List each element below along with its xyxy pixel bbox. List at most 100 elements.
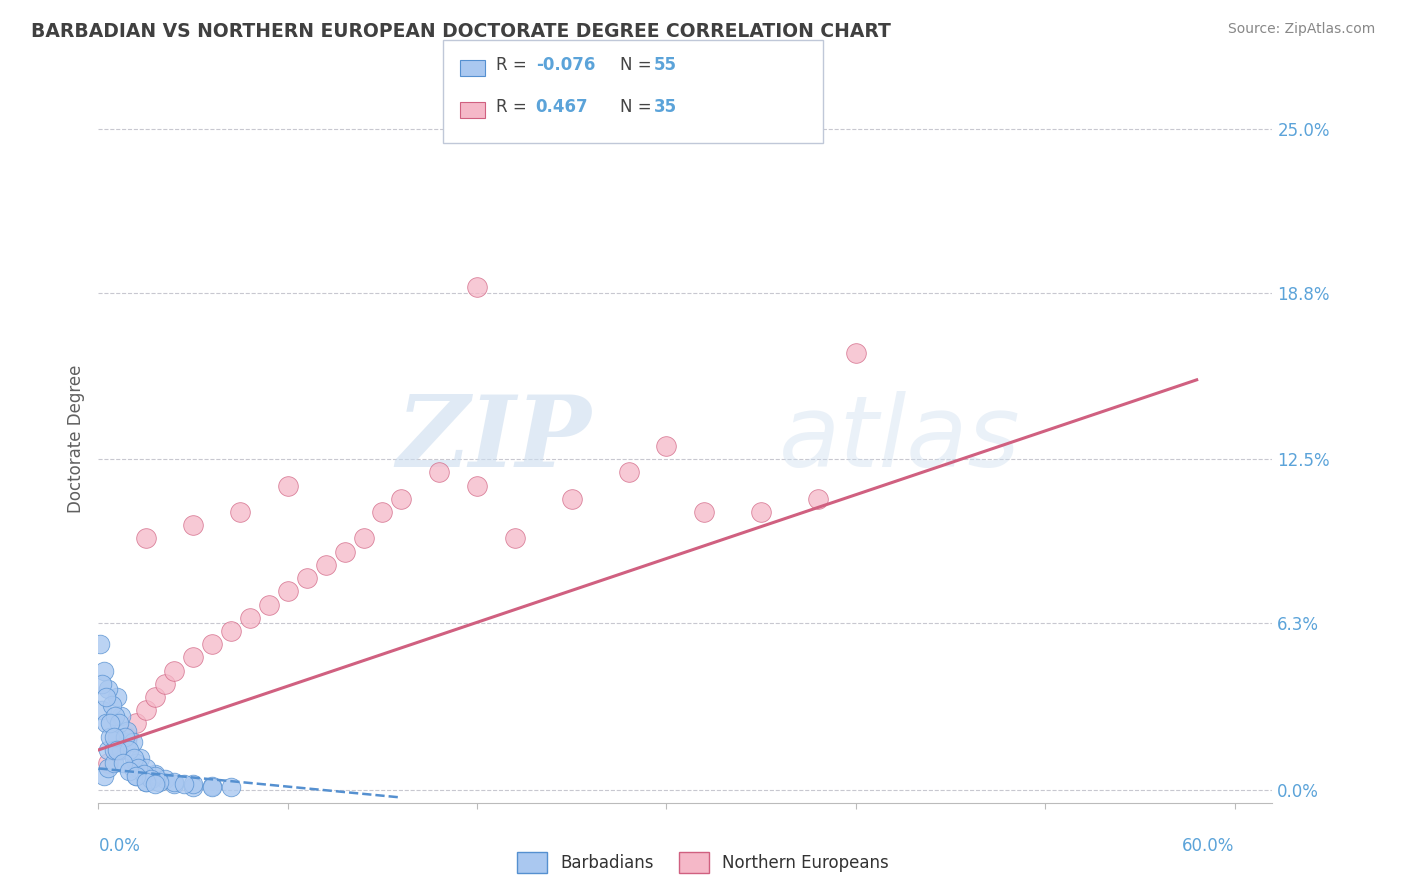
Point [132,766,155,780]
Point [163,774,186,789]
Text: 55: 55 [654,56,676,74]
Point [135,703,157,717]
Point [277,478,299,492]
Point [427,466,450,480]
Point [277,584,299,599]
Point [295,571,318,585]
Point [239,611,262,625]
Text: N =: N = [620,56,657,74]
Point [807,491,830,506]
Text: BARBADIAN VS NORTHERN EUROPEAN DOCTORATE DEGREE CORRELATION CHART: BARBADIAN VS NORTHERN EUROPEAN DOCTORATE… [31,22,891,41]
Point [749,505,772,519]
Point [353,532,375,546]
Point [93,769,115,783]
Point [219,624,242,638]
Text: N =: N = [620,98,657,116]
Point [135,532,157,546]
Point [143,777,166,791]
Point [103,730,125,744]
Point [103,743,125,757]
Point [94,716,117,731]
Point [181,650,204,665]
Point [153,772,176,786]
Point [141,772,163,786]
Point [173,777,195,791]
Y-axis label: Doctorate Degree: Doctorate Degree [66,365,84,514]
Point [114,730,136,744]
Point [97,756,120,771]
Point [89,637,111,651]
Point [389,491,412,506]
Point [465,280,488,294]
Point [112,756,135,771]
Point [315,558,337,572]
Text: R =: R = [496,56,533,74]
Text: atlas: atlas [779,391,1021,488]
Text: -0.076: -0.076 [536,56,595,74]
Point [148,774,170,789]
Point [143,769,166,783]
Point [125,769,148,783]
Point [163,664,186,678]
Point [97,682,120,697]
Point [105,743,128,757]
Point [229,505,252,519]
Point [91,677,114,691]
Point [181,780,204,794]
Point [617,466,640,480]
Point [104,708,127,723]
Text: ZIP: ZIP [396,391,592,488]
Point [105,690,128,704]
Point [91,703,114,717]
Point [153,677,176,691]
Point [135,774,157,789]
Point [181,518,204,533]
Point [125,716,148,731]
Point [143,690,166,704]
Point [135,774,157,789]
Text: 0.0%: 0.0% [98,838,141,855]
Point [94,690,117,704]
Legend: Barbadians, Northern Europeans: Barbadians, Northern Europeans [510,846,896,880]
Point [115,724,138,739]
Point [129,751,152,765]
Point [257,598,280,612]
Point [125,769,148,783]
Point [105,743,128,757]
Point [465,478,488,492]
Point [98,716,121,731]
Point [503,532,526,546]
Point [118,764,141,778]
Point [693,505,716,519]
Point [201,779,224,793]
Point [143,766,166,780]
Point [93,664,115,678]
Point [108,716,131,731]
Point [100,698,122,712]
Point [333,544,356,558]
Point [135,761,157,775]
Point [110,743,132,757]
Text: 0.467: 0.467 [536,98,588,116]
Point [561,491,583,506]
Point [181,777,204,791]
Text: 35: 35 [654,98,676,116]
Point [845,346,868,360]
Point [201,637,224,651]
Point [219,780,242,794]
Point [201,780,224,794]
Point [163,777,186,791]
Point [98,730,121,744]
Point [118,743,141,757]
Point [115,735,138,749]
Point [97,761,120,775]
Point [125,756,148,771]
Point [97,743,120,757]
Point [127,761,149,775]
Text: Source: ZipAtlas.com: Source: ZipAtlas.com [1227,22,1375,37]
Point [105,730,128,744]
Point [121,735,143,749]
Point [124,751,146,765]
Text: 60.0%: 60.0% [1182,838,1234,855]
Point [103,756,125,771]
